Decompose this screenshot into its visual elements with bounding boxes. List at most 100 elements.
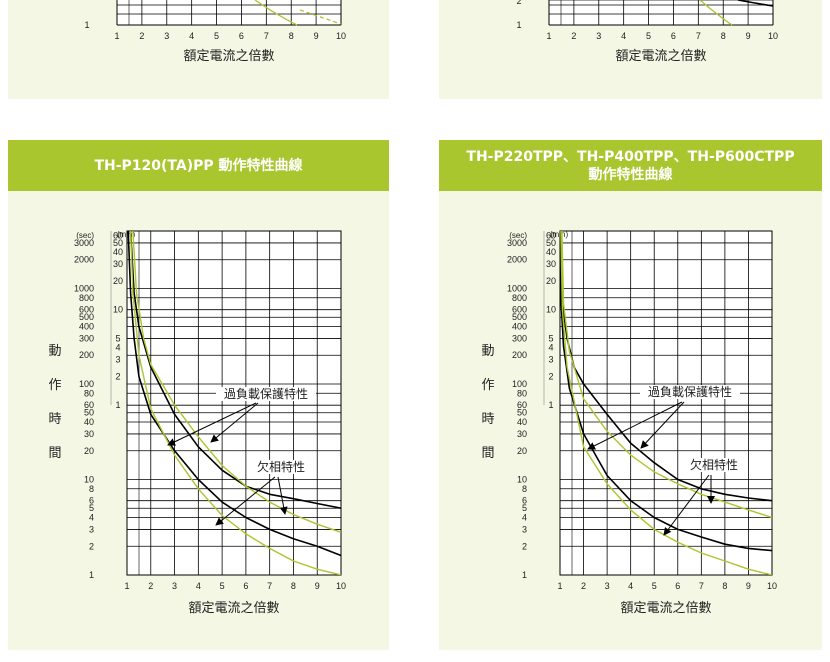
top-right-x-tick-label: 7 — [696, 31, 701, 41]
min-tick-label: 40 — [546, 247, 556, 257]
sec-tick-label: 2000 — [507, 255, 527, 265]
sec-tick-label: 400 — [512, 322, 527, 332]
top-right-x-tick-label: 4 — [621, 31, 626, 41]
x-tick-label: 4 — [628, 581, 633, 591]
x-axis-label: 額定電流之倍數 — [620, 601, 711, 616]
x-tick-label: 2 — [148, 581, 153, 591]
min-tick-label: 60 — [546, 230, 556, 240]
x-tick-label: 6 — [243, 581, 248, 591]
top-left-y-tick-label: 1 — [84, 20, 89, 30]
overload-label: 過負載保護特性 — [224, 386, 308, 401]
x-tick-label: 3 — [605, 581, 610, 591]
phase-loss-curve-dashed — [299, 9, 342, 25]
sec-tick-label: 200 — [79, 350, 94, 360]
chart1-title: TH-P120(TA)PP 動作特性曲線 — [94, 157, 303, 174]
overload-arrow — [210, 402, 259, 443]
sec-tick-label: 30 — [84, 429, 94, 439]
chart2-header: TH-P220TPP、TH-P400TPP、TH-P600CTPP 動作特性曲線 — [439, 140, 822, 191]
top-right-y-tick-label: 2 — [516, 0, 521, 6]
sec-tick-label: 500 — [512, 312, 527, 322]
top-right-x-tick-label: 1 — [546, 31, 551, 41]
overload-arrow — [640, 401, 685, 449]
x-tick-label: 7 — [699, 581, 704, 591]
min-tick-label: 40 — [113, 247, 123, 257]
phase-loss-curve-dashed — [254, 0, 298, 26]
overload-arrow — [167, 402, 257, 446]
top-left-x-tick-label: 4 — [189, 31, 194, 41]
min-tick-label: 5 — [115, 333, 120, 343]
phase-loss-curve — [699, 0, 733, 26]
sec-tick-label: 500 — [79, 312, 94, 322]
y-axis-label-char: 作 — [481, 378, 494, 393]
min-tick-label: 60 — [113, 230, 123, 240]
x-tick-label: 6 — [675, 581, 680, 591]
sec-tick-label: 20 — [84, 446, 94, 456]
sec-tick-label: 8 — [522, 484, 527, 494]
sec-tick-label: 6 — [89, 496, 94, 506]
y-axis-label-char: 時 — [48, 412, 61, 427]
top-left-x-tick-label: 5 — [214, 31, 219, 41]
sec-tick-label: 60 — [517, 400, 527, 410]
sec-tick-label: 1000 — [507, 283, 527, 293]
top-right-x-tick-label: 8 — [721, 31, 726, 41]
phase-loss-curve — [560, 231, 772, 575]
curves — [127, 231, 341, 575]
min-tick-label: 10 — [113, 305, 123, 315]
sec-tick-label: 10 — [517, 474, 527, 484]
sec-tick-label: 800 — [512, 293, 527, 303]
top-right-x-tick-label: 3 — [596, 31, 601, 41]
sec-tick-label: 100 — [79, 379, 94, 389]
sec-tick-label: 4 — [522, 513, 527, 523]
sec-unit-label: (sec) — [509, 231, 527, 240]
sec-tick-label: 10 — [84, 474, 94, 484]
phase-loss-label-bg — [685, 458, 743, 472]
chart1-header: TH-P120(TA)PP 動作特性曲線 — [8, 140, 389, 191]
min-tick-label: 20 — [113, 276, 123, 286]
sec-tick-label: 1 — [522, 570, 527, 580]
sec-tick-label: 30 — [517, 429, 527, 439]
phase-loss-curve — [561, 231, 772, 519]
sec-tick-label: 600 — [512, 305, 527, 315]
chart2-title-line2: 動作特性曲線 — [588, 166, 673, 183]
sec-unit-label: (sec) — [76, 231, 94, 240]
min-tick-label: 5 — [548, 333, 553, 343]
top-right-x-tick-label: 10 — [768, 31, 778, 41]
overload-curve — [127, 231, 341, 557]
min-tick-label: 30 — [113, 259, 123, 269]
sec-tick-label: 80 — [517, 388, 527, 398]
y-axis-label-char: 動 — [481, 344, 494, 359]
top-right-x-tick-label: 2 — [571, 31, 576, 41]
sec-tick-label: 3 — [89, 524, 94, 534]
sec-tick-label: 300 — [512, 333, 527, 343]
phase-loss-arrow — [277, 476, 288, 515]
min-tick-label: 1 — [115, 400, 120, 410]
phase-loss-curve — [129, 231, 341, 575]
top-right-plot-area — [549, 0, 773, 25]
overload-label: 過負載保護特性 — [648, 384, 732, 399]
sec-tick-label: 50 — [517, 408, 527, 418]
x-tick-label: 10 — [336, 581, 346, 591]
x-tick-label: 2 — [581, 581, 586, 591]
x-tick-label: 5 — [220, 581, 225, 591]
y-axis-label-char: 間 — [48, 446, 61, 461]
x-axis-label: 額定電流之倍數 — [188, 601, 279, 616]
top-left-x-tick-label: 7 — [264, 31, 269, 41]
overload-label-bg — [216, 387, 316, 401]
phase-loss-label: 欠相特性 — [690, 457, 738, 472]
phase-loss-arrow — [215, 476, 276, 526]
chart2-title-line1: TH-P220TPP、TH-P400TPP、TH-P600CTPP — [466, 148, 795, 165]
top-right-y-tick-label: 1 — [516, 20, 521, 30]
sec-tick-label: 80 — [84, 388, 94, 398]
sec-tick-label: 1000 — [74, 283, 94, 293]
top-right-x-tick-label: 5 — [646, 31, 651, 41]
top-left-x-tick-label: 8 — [289, 31, 294, 41]
overload-arrow — [587, 401, 683, 450]
top-left-plot-area — [117, 0, 341, 25]
sec-tick-label: 600 — [79, 305, 94, 315]
top-partial-charts: 1 2 3 4 5 6 7 8 9 10 1 額定電流之倍數 1 2 3 4 5 6 7 8 9 10 2 1 額定電流之倍數 — [84, 0, 778, 64]
phase-loss-arrow — [663, 474, 710, 536]
y-axis-label-char: 動 — [48, 344, 61, 359]
sec-tick-label: 60 — [84, 400, 94, 410]
sec-tick-label: 2 — [89, 541, 94, 551]
top-right-x-tick-label: 9 — [746, 31, 751, 41]
